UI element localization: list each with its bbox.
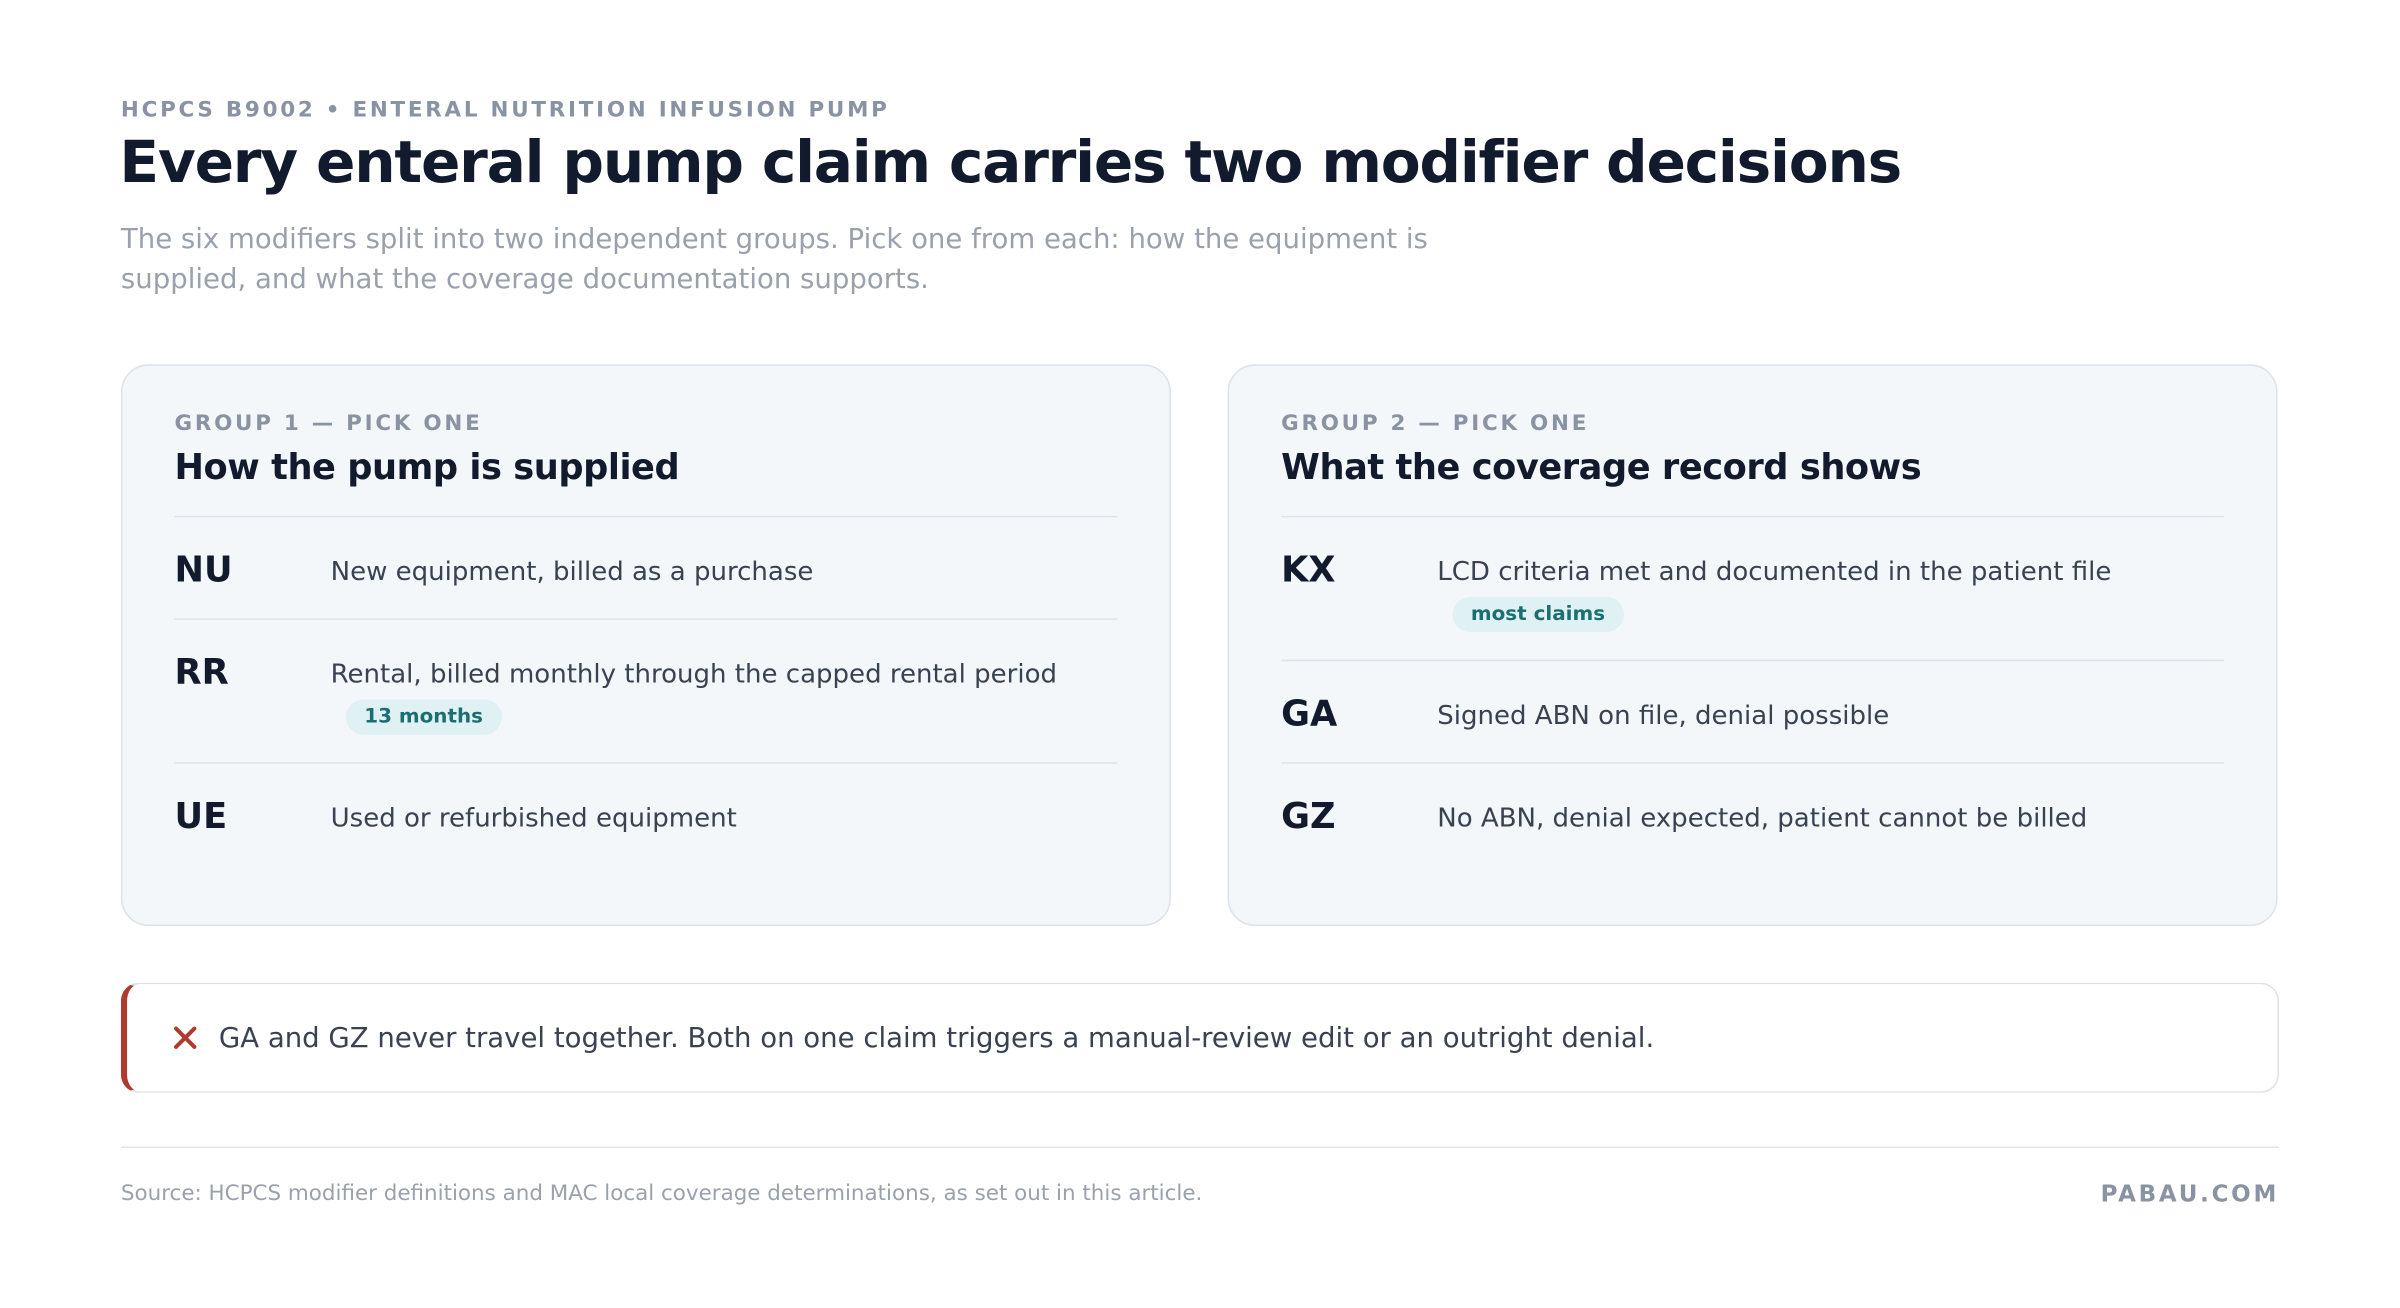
group-label: GROUP 2 — PICK ONE (1281, 411, 1590, 437)
modifier-row: UE Used or refurbished equipment (174, 764, 1117, 865)
modifier-code: KX (1281, 551, 1336, 591)
modifier-detail: Signed ABN on file, denial possible (1437, 695, 1889, 735)
modifier-row: KX LCD criteria met and documented in the… (1281, 517, 2224, 662)
modifier-row: NU New equipment, billed as a purchase (174, 517, 1118, 620)
modifier-row: GZ No ABN, denial expected, patient canno… (1281, 764, 2224, 865)
eyebrow: HCPCS B9002 • ENTERAL NUTRITION INFUSION… (120, 97, 890, 123)
title: Every enteral pump claim carries two mod… (119, 128, 1902, 196)
group-label: GROUP 1 — PICK ONE (174, 411, 483, 437)
subtitle: The six modifiers split into two indepen… (120, 223, 1428, 296)
group-card: GROUP 1 — PICK ONE How the pump is suppli… (120, 364, 1171, 927)
alert-icon (174, 1026, 197, 1049)
alert-text: GA and GZ never travel together. Both on… (218, 1021, 1655, 1054)
modifier-detail: Rental, billed monthly through the cappe… (331, 654, 1057, 735)
modifier-description: LCD criteria met and documented in the p… (1437, 557, 2112, 588)
modifier-description: Signed ABN on file, denial possible (1437, 701, 1890, 732)
modifier-detail: LCD criteria met and documented in the p… (1437, 551, 2112, 633)
modifier-row: RR Rental, billed monthly through the cap… (174, 620, 1118, 764)
modifier-description: No ABN, denial expected, patient cannot … (1437, 803, 2088, 835)
modifier-tag: most claims (1452, 596, 1624, 633)
source: Source: HCPCS modifier definitions and M… (120, 1181, 1203, 1207)
modifier-code: RR (174, 653, 229, 694)
modifier-code: GZ (1281, 797, 1336, 838)
modifier-description: Used or refurbished equipment (330, 803, 737, 835)
modifier-code: UE (174, 797, 228, 838)
modifier-detail: No ABN, denial expected, patient cannot … (1437, 797, 2087, 837)
group-card: GROUP 2 — PICK ONE What the coverage reco… (1227, 364, 2278, 927)
modifier-code: GA (1281, 694, 1338, 735)
group-heading: How the pump is supplied (174, 448, 1118, 518)
modifier-tag: 13 months (345, 699, 502, 735)
modifier-description: Rental, billed monthly through the cappe… (330, 659, 1058, 691)
modifier-code: NU (174, 551, 233, 591)
modifier-description: New equipment, billed as a purchase (330, 557, 814, 588)
modifier-row: GA Signed ABN on file, denial possible (1281, 661, 2224, 764)
group-heading: What the coverage record shows (1281, 448, 2224, 518)
alert: GA and GZ never travel together. Both on… (120, 982, 2280, 1093)
modifier-detail: Used or refurbished equipment (331, 797, 737, 837)
modifier-detail: New equipment, billed as a purchase (331, 551, 814, 591)
divider (120, 1146, 2280, 1148)
brand: PABAU.COM (2100, 1180, 2280, 1208)
